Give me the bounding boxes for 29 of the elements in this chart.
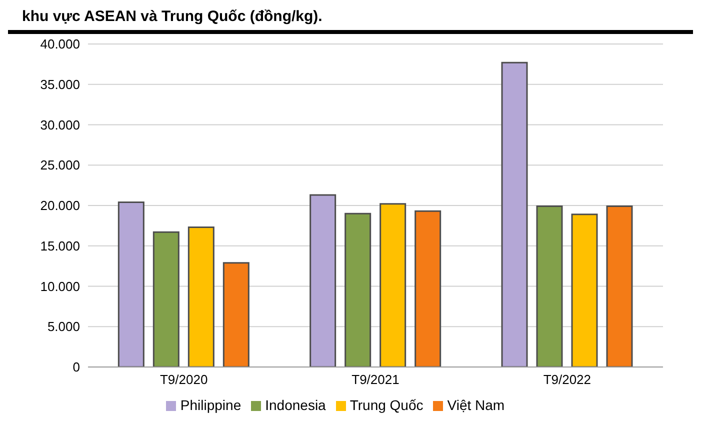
bar [344,212,372,367]
bar [571,214,598,367]
bar [152,231,180,367]
y-tick-label: 35.000 [40,76,80,92]
bar [188,226,214,367]
bar [414,210,442,367]
chart-title: khu vực ASEAN và Trung Quốc (đồng/kg). [8,8,693,34]
bar [310,194,336,367]
x-tick-label: T9/2021 [352,372,400,388]
y-tick-label: 20.000 [40,198,80,214]
y-tick-label: 30.000 [40,117,80,132]
y-tick-label: 5.000 [47,319,80,334]
x-tick-label: T9/2022 [543,372,592,388]
bar [222,262,250,367]
legend-label: Việt Nam [447,397,505,413]
x-tick-label: T9/2020 [160,372,208,388]
bar [380,203,406,367]
bar [606,206,633,367]
y-tick-label: 25.000 [40,158,80,173]
bar [501,62,528,367]
bar [118,202,144,367]
bar [536,206,563,367]
y-tick-label: 40.000 [40,36,80,52]
y-tick-label: 15.000 [40,238,80,254]
y-tick-label: 0 [72,360,80,375]
legend-label: Trung Quốc [350,397,424,413]
y-tick-label: 10.000 [40,278,80,294]
legend-label: Philippine [180,397,242,413]
legend-label: Indonesia [265,397,326,413]
